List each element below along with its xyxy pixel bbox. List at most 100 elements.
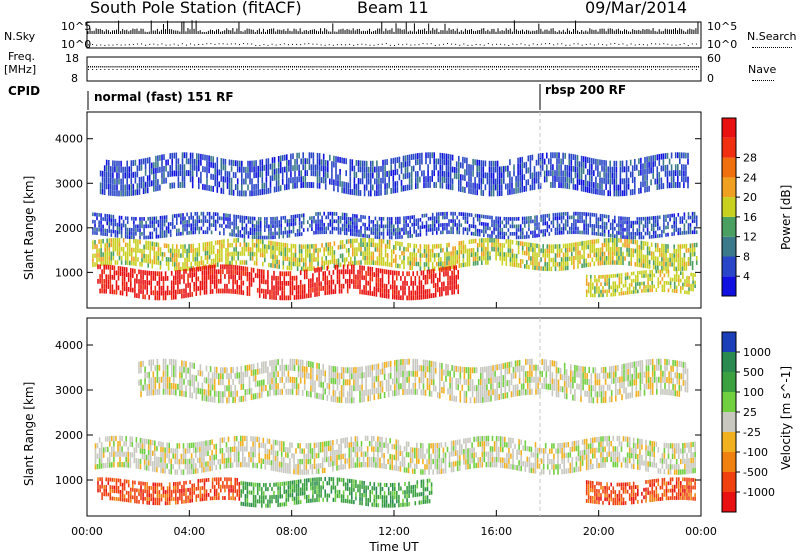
echo-cell <box>374 224 377 228</box>
echo-cell <box>542 233 544 237</box>
echo-cell <box>243 166 245 173</box>
echo-cell <box>589 244 592 249</box>
echo-cell <box>693 215 696 220</box>
echo-cell <box>103 279 105 284</box>
echo-cell <box>253 235 256 239</box>
noise-search-dot <box>198 44 200 46</box>
echo-cell <box>290 252 293 258</box>
echo-cell <box>638 228 641 232</box>
echo-cell <box>478 256 481 261</box>
echo-cell <box>368 251 370 256</box>
echo-cell <box>497 242 499 248</box>
freq-dot <box>143 66 145 68</box>
echo-cell <box>124 231 127 235</box>
echo-cell <box>148 280 150 286</box>
echo-cell <box>236 279 238 285</box>
echo-cell <box>243 226 246 231</box>
echo-cell <box>491 215 493 220</box>
echo-cell <box>292 177 294 183</box>
echo-cell <box>281 290 283 296</box>
echo-cell <box>196 219 199 223</box>
echo-cell <box>420 285 423 290</box>
echo-cell <box>202 242 205 247</box>
echo-cell <box>364 215 366 220</box>
echo-cell <box>189 292 191 298</box>
echo-cell <box>266 224 268 229</box>
echo-cell <box>155 167 157 174</box>
echo-cell <box>513 232 516 236</box>
echo-cell <box>381 273 384 279</box>
echo-cell <box>315 219 317 224</box>
echo-cell <box>614 251 616 256</box>
freq-dot <box>259 66 261 68</box>
freq-dot <box>475 66 477 68</box>
echo-cell <box>101 182 104 189</box>
echo-cell <box>155 242 158 247</box>
echo-cell <box>685 219 688 224</box>
echo-cell <box>384 248 387 253</box>
echo-cell <box>382 171 384 178</box>
echo-cell <box>451 280 453 285</box>
echo-cell <box>438 227 440 231</box>
echo-cell <box>408 154 411 161</box>
echo-cell <box>212 162 214 169</box>
echo-cell <box>212 223 215 227</box>
freq-dot <box>534 66 536 68</box>
echo-cell <box>190 212 192 216</box>
echo-cell <box>626 228 628 232</box>
echo-cell <box>171 257 174 262</box>
echo-cell <box>149 235 151 240</box>
echo-cell <box>124 242 127 248</box>
echo-cell <box>217 249 219 254</box>
echo-cell <box>337 258 340 263</box>
echo-cell <box>230 159 233 166</box>
freq-dot <box>304 66 306 68</box>
echo-cell <box>118 246 121 252</box>
echo-cell <box>92 219 94 224</box>
echo-cell <box>152 290 155 296</box>
echo-cell <box>624 216 626 221</box>
echo-cell <box>634 248 637 254</box>
echo-cell <box>245 242 248 247</box>
echo-cell <box>318 272 320 277</box>
echo-cell <box>270 240 272 246</box>
echo-cell <box>114 233 117 238</box>
echo-cell <box>607 238 610 243</box>
echo-cell <box>410 177 413 184</box>
echo-cell <box>493 230 495 235</box>
echo-cell <box>159 265 162 270</box>
noise-search-dot <box>540 43 542 45</box>
echo-cell <box>394 157 397 164</box>
echo-cell <box>441 153 444 159</box>
echo-cell <box>402 271 404 277</box>
echo-cell <box>474 232 477 236</box>
echo-cell <box>298 225 301 229</box>
echo-cell <box>360 226 362 230</box>
echo-cell <box>224 164 227 171</box>
freq-dot <box>573 66 575 68</box>
echo-cell <box>548 257 551 263</box>
echo-cell <box>400 295 402 301</box>
echo-cell <box>487 238 489 243</box>
echo-cell <box>657 243 659 248</box>
echo-cell <box>327 222 330 227</box>
echo-cell <box>406 184 409 191</box>
echo-cell <box>434 283 437 288</box>
echo-cell <box>353 171 356 178</box>
echo-cell <box>245 172 247 179</box>
echo-cell <box>261 269 263 275</box>
echo-cell <box>313 230 315 235</box>
echo-cell <box>671 262 673 267</box>
echo-cell <box>303 274 306 280</box>
echo-cell <box>427 224 430 229</box>
echo-cell <box>693 230 696 235</box>
freq-dot <box>377 66 379 68</box>
echo-cell <box>116 190 118 197</box>
echo-cell <box>446 215 448 220</box>
echo-cell <box>626 243 628 248</box>
echo-cell <box>456 215 458 220</box>
echo-cell <box>339 244 342 250</box>
noise-search-dot <box>430 43 432 45</box>
noise-search-dot <box>247 43 249 45</box>
echo-cell <box>182 216 184 221</box>
